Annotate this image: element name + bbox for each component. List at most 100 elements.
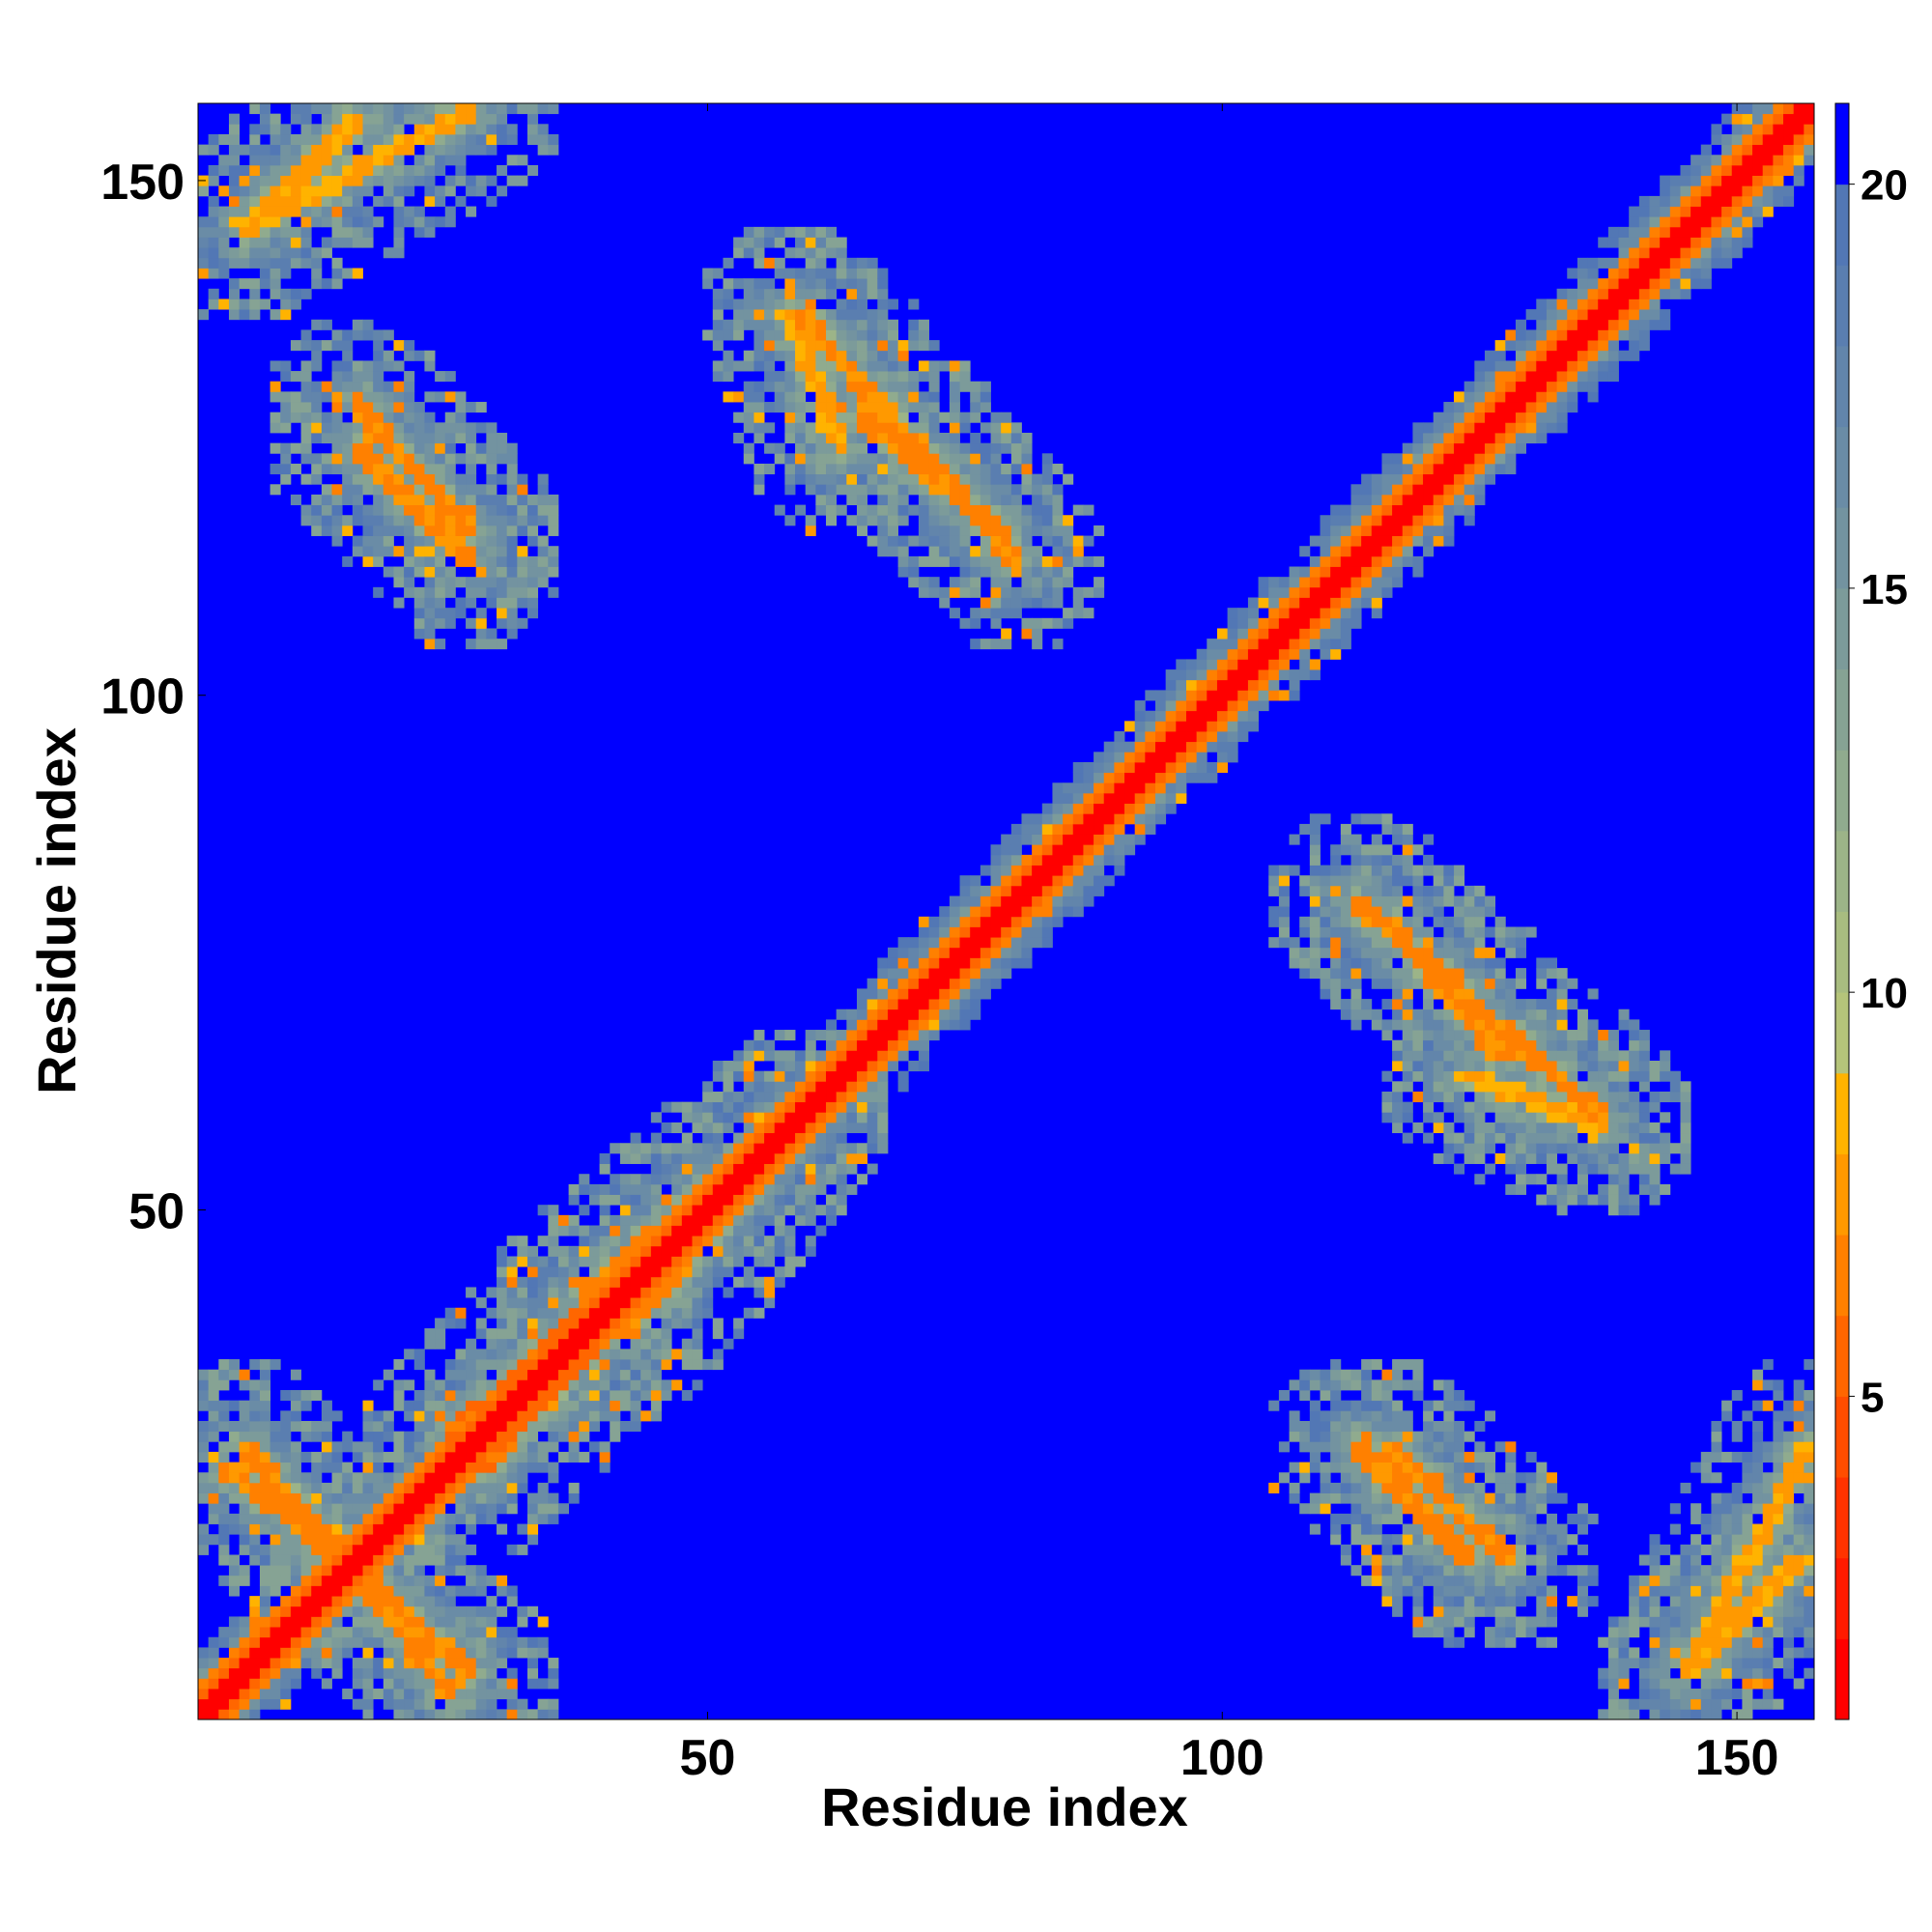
heatmap-cell	[424, 515, 436, 526]
heatmap-cell	[435, 1441, 446, 1453]
heatmap-cell	[877, 484, 889, 496]
heatmap-cell	[1402, 1534, 1413, 1546]
heatmap-cell	[970, 947, 981, 958]
heatmap-cell	[475, 133, 487, 146]
heatmap-cell	[1412, 484, 1424, 496]
heatmap-cell	[455, 1698, 467, 1710]
heatmap-cell	[198, 1420, 210, 1433]
heatmap-cell	[928, 371, 940, 383]
heatmap-cell	[1361, 1451, 1373, 1463]
heatmap-cell	[661, 1152, 672, 1164]
heatmap-cell	[1330, 906, 1342, 918]
heatmap-cell	[393, 1379, 405, 1391]
heatmap-cell	[949, 494, 960, 505]
heatmap-cell	[928, 947, 940, 958]
heatmap-cell	[1207, 741, 1218, 753]
heatmap-cell	[1454, 988, 1465, 1000]
heatmap-cell	[856, 360, 868, 372]
heatmap-cell	[1124, 813, 1136, 825]
heatmap-cell	[784, 226, 796, 238]
heatmap-cell	[455, 1565, 467, 1577]
heatmap-cell	[939, 412, 951, 423]
heatmap-cell	[228, 1709, 241, 1720]
heatmap-cell	[1320, 639, 1331, 650]
heatmap-cell	[393, 1605, 405, 1617]
heatmap-cell	[1463, 1112, 1475, 1123]
heatmap-cell	[619, 1183, 631, 1195]
heatmap-cell	[795, 360, 807, 372]
heatmap-cell	[918, 504, 929, 516]
heatmap-cell	[393, 515, 405, 526]
heatmap-cell	[1320, 555, 1331, 567]
heatmap-cell	[1463, 1482, 1475, 1493]
heatmap-cell	[1350, 1019, 1362, 1031]
heatmap-cell	[568, 1214, 580, 1226]
heatmap-cell	[1021, 473, 1033, 485]
heatmap-cell	[1309, 566, 1321, 578]
heatmap-cell	[805, 268, 816, 279]
heatmap-cell	[1371, 865, 1382, 876]
heatmap-cell	[712, 360, 724, 372]
heatmap-cell	[1268, 1482, 1280, 1493]
heatmap-cell	[424, 473, 436, 485]
heatmap-cell	[1443, 1081, 1455, 1093]
heatmap-cell	[1237, 659, 1249, 670]
heatmap-cell	[1330, 1441, 1342, 1453]
heatmap-cell	[949, 360, 960, 372]
heatmap-cell	[198, 1658, 210, 1669]
heatmap-cell	[424, 1575, 436, 1586]
heatmap-cell	[877, 968, 889, 980]
heatmap-cell	[497, 473, 508, 485]
heatmap-cell	[1247, 639, 1259, 650]
heatmap-cell	[548, 1276, 559, 1288]
heatmap-cell	[506, 453, 518, 465]
heatmap-cell	[517, 1328, 528, 1340]
heatmap-cell	[1392, 988, 1404, 1000]
heatmap-cell	[526, 1678, 539, 1690]
heatmap-cell	[784, 309, 796, 321]
heatmap-cell	[404, 113, 415, 125]
heatmap-cell	[650, 1112, 662, 1123]
heatmap-cell	[1155, 792, 1167, 805]
heatmap-cell	[1350, 957, 1362, 969]
heatmap-cell	[743, 1245, 754, 1257]
heatmap-cell	[877, 350, 889, 361]
heatmap-cell	[1463, 947, 1475, 958]
heatmap-cell	[1412, 1605, 1424, 1617]
heatmap-cell	[362, 1709, 374, 1720]
heatmap-cell	[774, 1194, 785, 1206]
heatmap-cell	[692, 1101, 703, 1113]
heatmap-cell	[579, 1420, 590, 1433]
heatmap-cell	[1423, 1400, 1435, 1411]
heatmap-cell	[867, 381, 878, 392]
heatmap-cell	[1350, 885, 1362, 896]
heatmap-cell	[373, 329, 384, 341]
heatmap-cell	[723, 1081, 734, 1093]
heatmap-cell	[1278, 648, 1290, 660]
heatmap-cell	[393, 175, 405, 186]
heatmap-cell	[208, 1689, 219, 1700]
heatmap-cell	[331, 1647, 343, 1659]
heatmap-cell	[712, 1266, 724, 1278]
heatmap-cell	[362, 484, 374, 496]
heatmap-cell	[383, 1534, 394, 1546]
heatmap-cell	[506, 133, 518, 146]
heatmap-cell	[331, 1513, 343, 1524]
heatmap-cell	[444, 422, 456, 434]
heatmap-cell	[228, 1698, 241, 1710]
heatmap-cell	[1474, 1122, 1486, 1134]
heatmap-cell	[466, 1431, 477, 1442]
heatmap-cell	[506, 1266, 518, 1278]
heatmap-cell	[249, 298, 261, 310]
heatmap-cell	[815, 1183, 827, 1195]
heatmap-cell	[1289, 1379, 1300, 1391]
heatmap-cell	[599, 1379, 611, 1391]
heatmap-cell	[475, 1667, 487, 1679]
heatmap-cell	[1474, 1030, 1486, 1041]
heatmap-cell	[784, 268, 796, 279]
heatmap-cell	[928, 504, 940, 516]
heatmap-cell	[362, 412, 374, 423]
heatmap-cell	[1021, 854, 1033, 866]
heatmap-cell	[1320, 906, 1331, 918]
heatmap-cell	[1361, 1523, 1373, 1535]
